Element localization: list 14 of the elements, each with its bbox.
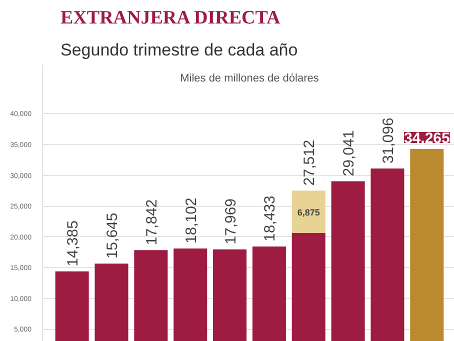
total-label: 31,096 bbox=[380, 118, 397, 164]
total-label: 17,969 bbox=[222, 198, 240, 244]
total-label: 17,842 bbox=[143, 199, 160, 246]
total-label: 14,385 bbox=[64, 220, 82, 266]
total-label: 29,041 bbox=[340, 130, 358, 176]
total-label: 18,433 bbox=[262, 196, 279, 242]
data-label: 6,875 bbox=[297, 207, 320, 218]
y-axis-title: Miles de millones de dólares bbox=[180, 72, 320, 84]
total-label: 34,265 bbox=[404, 130, 450, 148]
chart-subtitle: Segundo trimestre de cada año bbox=[60, 40, 298, 60]
total-label: 15,645 bbox=[104, 212, 121, 259]
chart-title: EXTRANJERA DIRECTA bbox=[60, 8, 281, 28]
total-label: 18,102 bbox=[182, 198, 200, 244]
total-label: 27,512 bbox=[301, 140, 318, 186]
